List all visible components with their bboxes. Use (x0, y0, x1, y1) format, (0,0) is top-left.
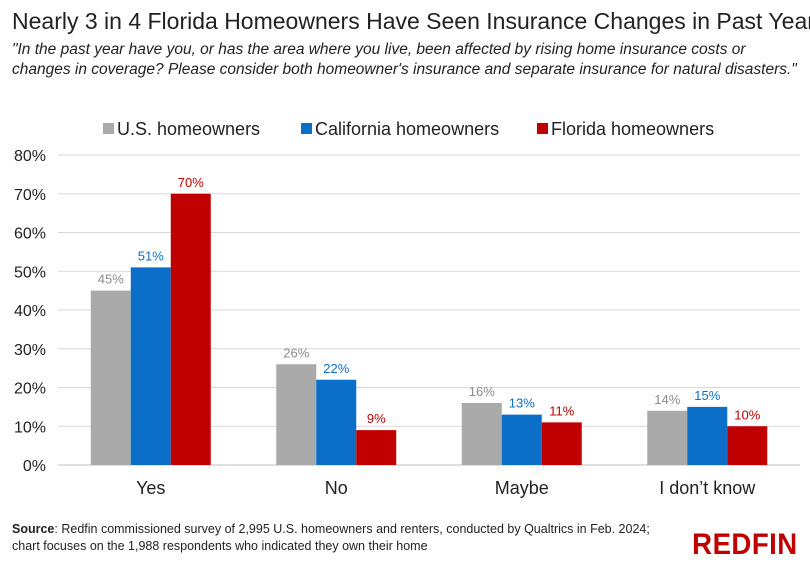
bar (647, 410, 688, 465)
bar (130, 267, 171, 465)
x-tick-label: Yes (136, 478, 165, 498)
legend: U.S. homeowners California homeowners Flor… (103, 119, 714, 139)
legend-swatch (301, 123, 312, 134)
bars: 45% 51% 70% 26% 22% 9% 16% 13% 11% 14% 15% 10% (90, 175, 768, 465)
data-label: 13% (509, 396, 535, 411)
chart-subtitle: "In the past year have you, or has the a… (12, 41, 797, 78)
bar (356, 430, 397, 465)
bar-chart: 0% 10% 20% 30% 40% 50% 60% 70% 80% 45% 51% 70% 26% 2… (14, 119, 800, 498)
y-tick-label: 80% (14, 148, 46, 165)
y-tick-label: 20% (14, 381, 46, 398)
y-tick-label: 40% (14, 303, 46, 320)
data-label: 26% (283, 345, 309, 360)
bar (90, 290, 131, 465)
data-label: 22% (323, 361, 349, 376)
data-label: 16% (469, 384, 495, 399)
bar (316, 379, 357, 465)
source-text: : Redfin commissioned survey of 2,995 U.… (12, 522, 650, 553)
y-tick-label: 0% (23, 458, 46, 475)
bar (727, 426, 768, 465)
y-tick-label: 50% (14, 264, 46, 281)
y-tick-label: 10% (14, 419, 46, 436)
data-label: 14% (654, 392, 680, 407)
data-label: 70% (178, 175, 204, 190)
x-axis: Yes No Maybe I don’t know (136, 478, 756, 498)
source-label: Source (12, 522, 55, 536)
legend-label: Florida homeowners (551, 119, 714, 139)
bar (687, 406, 728, 465)
legend-swatch (537, 123, 548, 134)
chart-title: Nearly 3 in 4 Florida Homeowners Have Se… (12, 8, 810, 34)
x-tick-label: I don’t know (659, 478, 756, 498)
y-tick-label: 70% (14, 187, 46, 204)
x-tick-label: Maybe (495, 478, 549, 498)
legend-swatch (103, 123, 114, 134)
bar (276, 364, 317, 465)
bar (541, 422, 582, 465)
data-label: 9% (367, 411, 386, 426)
y-tick-label: 30% (14, 342, 46, 359)
data-label: 15% (694, 388, 720, 403)
bar (170, 193, 211, 465)
y-tick-label: 60% (14, 226, 46, 243)
data-label: 51% (138, 248, 164, 263)
data-label: 11% (549, 403, 574, 418)
data-label: 45% (98, 272, 124, 287)
x-tick-label: No (325, 478, 348, 498)
source-note: Source: Redfin commissioned survey of 2,… (12, 521, 652, 555)
redfin-logo: REDFIN (692, 528, 798, 561)
bar (461, 403, 502, 465)
legend-label: California homeowners (315, 119, 499, 139)
data-label: 10% (734, 407, 760, 422)
legend-label: U.S. homeowners (117, 119, 260, 139)
bar (501, 414, 542, 465)
